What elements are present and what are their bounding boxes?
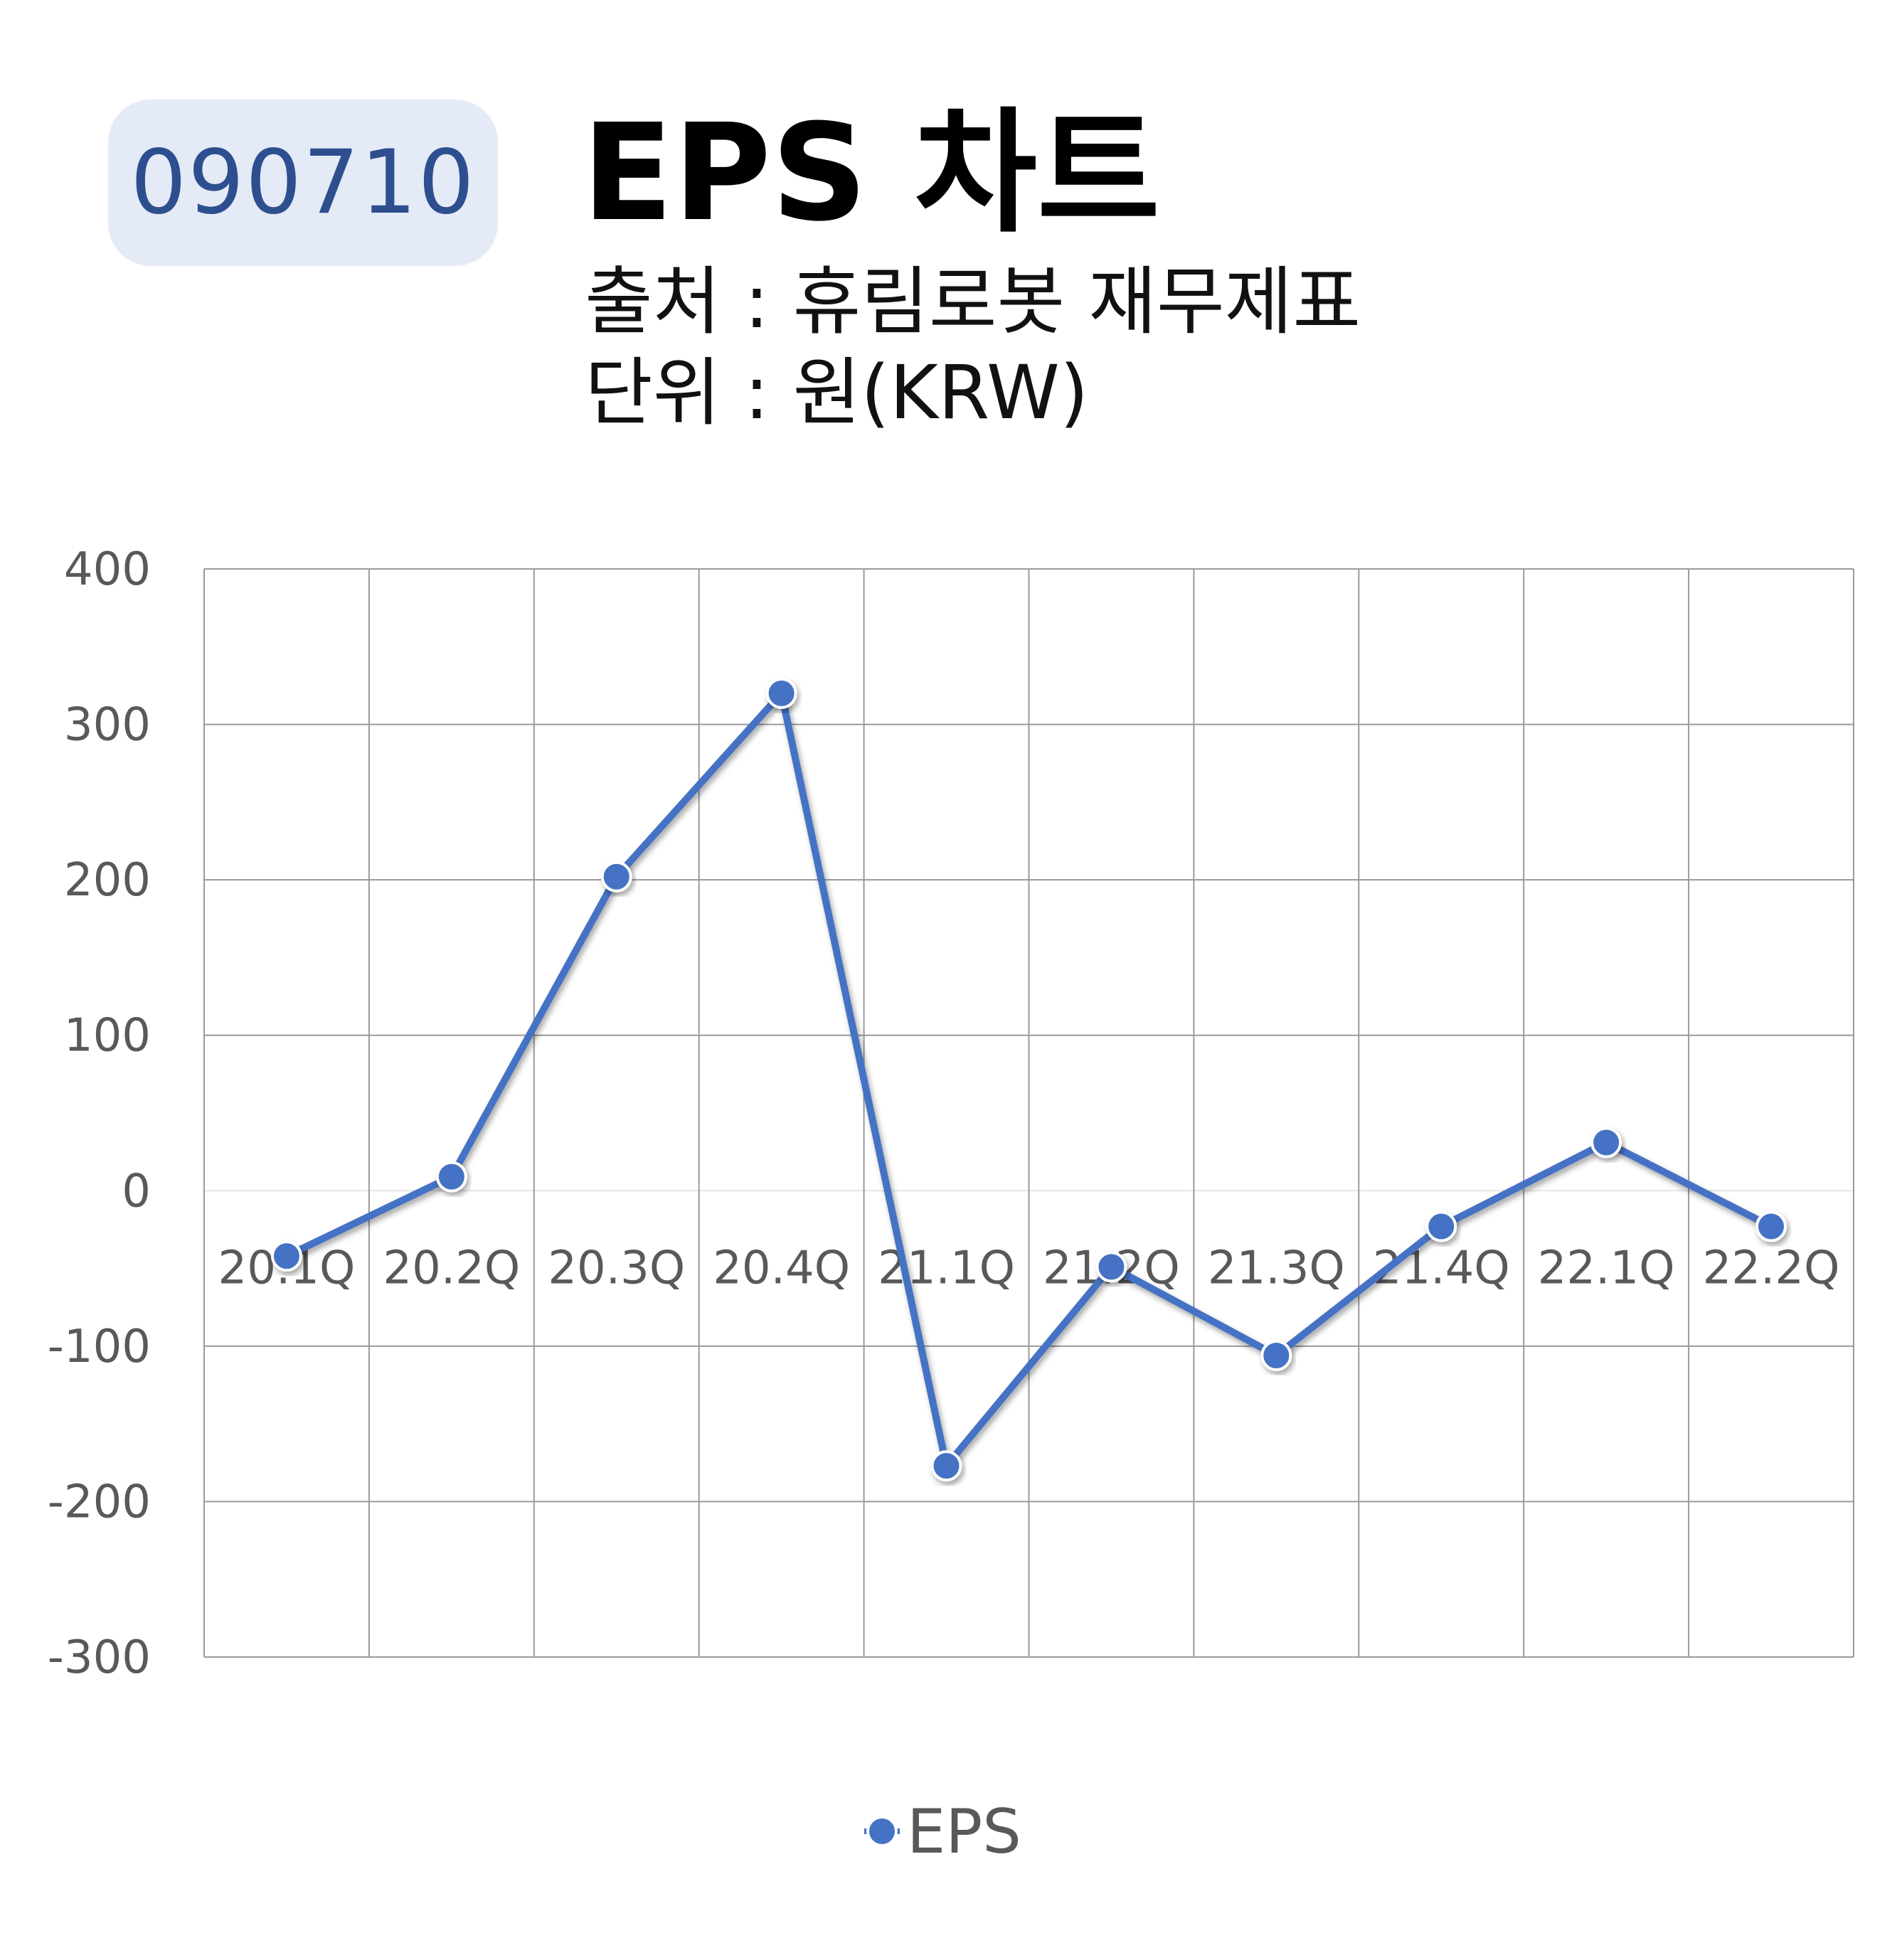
x-tick-label: 22.1Q xyxy=(1538,1242,1675,1294)
x-tick-label: 21.3Q xyxy=(1208,1242,1345,1294)
legend-label: EPS xyxy=(907,1796,1021,1868)
unit-text: 단위 : 원(KRW) xyxy=(585,349,1089,436)
eps-series-line xyxy=(282,689,1775,1470)
x-tick-label: 20.4Q xyxy=(713,1242,850,1294)
y-tick-label: 100 xyxy=(64,1010,151,1062)
x-tick-label: 20.2Q xyxy=(383,1242,520,1294)
eps-data-point xyxy=(1095,1251,1127,1283)
y-tick-label: 400 xyxy=(64,543,151,596)
y-tick-label: -300 xyxy=(48,1631,151,1684)
eps-data-point xyxy=(1260,1339,1292,1371)
x-tick-label: 21.4Q xyxy=(1373,1242,1510,1294)
legend-marker xyxy=(866,1816,898,1847)
stock-code-badge: 090710 xyxy=(108,100,498,266)
y-tick-label: -200 xyxy=(48,1476,151,1528)
y-tick-label: 300 xyxy=(64,699,151,752)
eps-data-point xyxy=(1755,1210,1787,1242)
eps-data-point xyxy=(1425,1210,1457,1242)
y-tick-label: -100 xyxy=(48,1321,151,1373)
eps-data-point xyxy=(270,1240,302,1272)
source-text: 출처 : 휴림로봇 재무제표 xyxy=(585,258,1361,345)
eps-data-point xyxy=(1590,1127,1622,1159)
eps-data-point xyxy=(930,1450,962,1482)
eps-data-point xyxy=(765,677,797,709)
y-tick-label: 0 xyxy=(122,1165,151,1218)
stock-code: 090710 xyxy=(130,132,476,234)
eps-data-point xyxy=(435,1161,467,1193)
chart-title: EPS 차트 xyxy=(582,95,1160,251)
x-tick-label: 20.3Q xyxy=(548,1242,685,1294)
eps-data-point xyxy=(600,861,632,893)
y-tick-label: 200 xyxy=(64,854,151,907)
x-tick-label: 22.2Q xyxy=(1703,1242,1840,1294)
